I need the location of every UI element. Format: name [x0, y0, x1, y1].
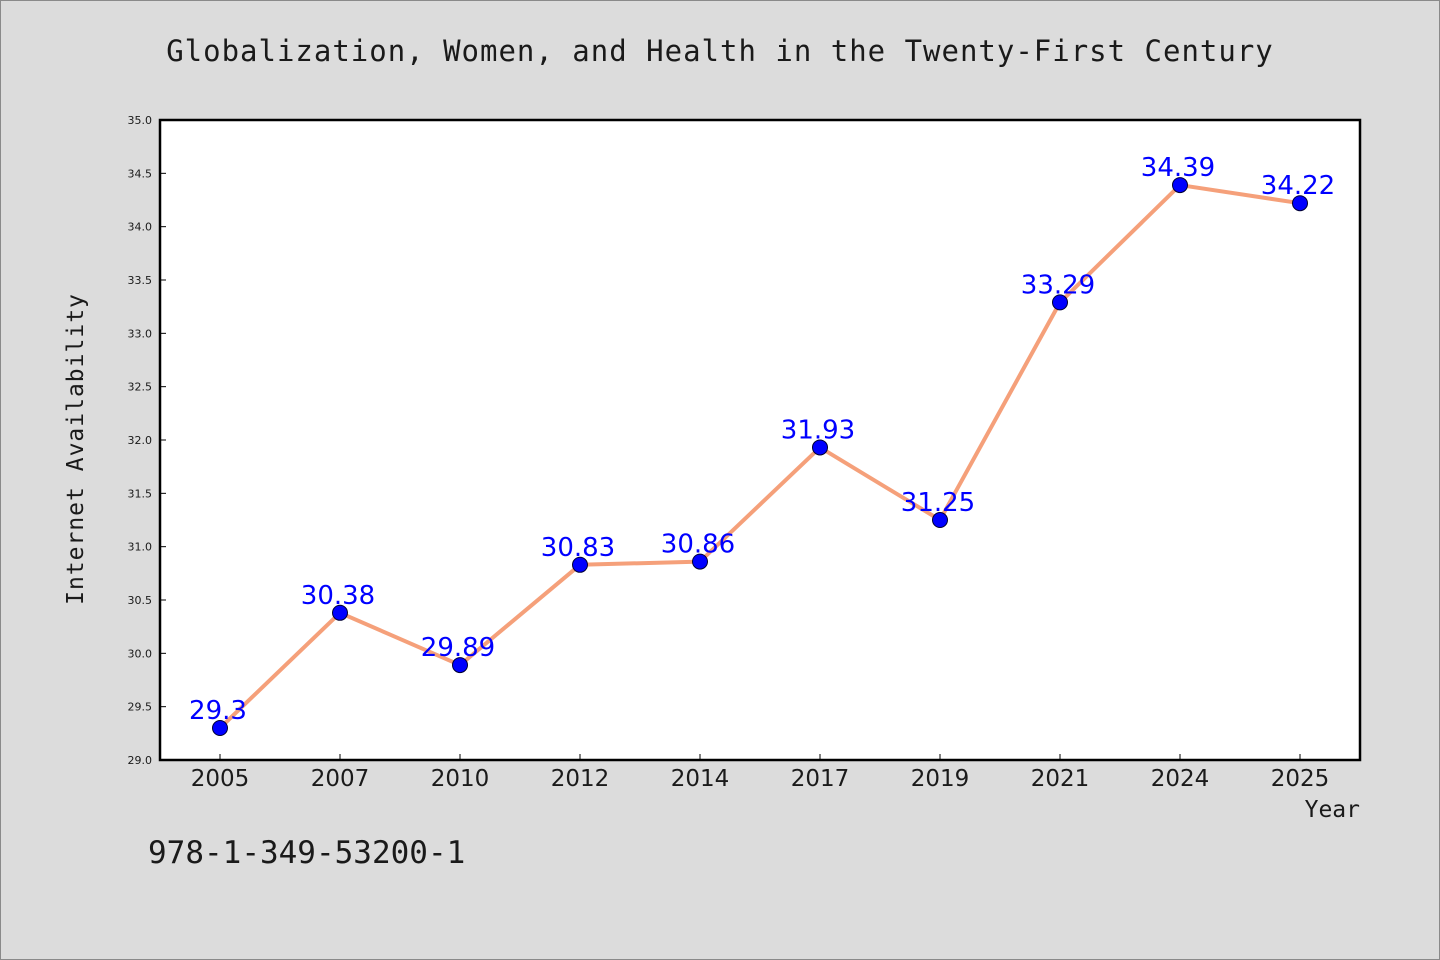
x-tick-label: 2012: [551, 766, 610, 792]
plot-area: [160, 120, 1360, 760]
y-tick-label: 30.5: [128, 594, 153, 607]
data-point: [452, 657, 468, 674]
y-tick-label: 32.5: [128, 381, 153, 394]
y-tick-label: 31.0: [128, 541, 153, 554]
chart-title: Globalization, Women, and Health in the …: [166, 34, 1274, 68]
series-line: [218, 183, 1302, 730]
x-axis-ticks: 2005 2007 2010 2012 2014 2017 2019 2021 2024 2025: [191, 754, 1330, 792]
data-point-label: 29.3: [189, 696, 247, 726]
data-point-label: 30.86: [661, 530, 735, 560]
plot-border: [158, 118, 1362, 762]
data-point-label: 33.29: [1021, 270, 1095, 300]
data-point: [332, 604, 348, 621]
data-point-label: 31.93: [781, 415, 855, 445]
data-labels: 29.3 30.38 29.89 30.83 30.86 31.93 31.25 33.29 3…: [189, 153, 1335, 726]
data-point-label: 31.25: [901, 488, 975, 518]
y-tick-label: 30.0: [128, 647, 153, 660]
y-tick-label: 34.5: [128, 167, 153, 180]
data-point-label: 34.39: [1141, 153, 1215, 183]
y-tick-label: 29.5: [128, 701, 153, 714]
data-point: [1172, 177, 1188, 194]
y-tick-label: 32.0: [128, 434, 153, 447]
data-point: [212, 720, 228, 736]
y-tick-label: 34.0: [128, 221, 153, 234]
data-point-label: 29.89: [421, 633, 495, 663]
x-tick-label: 2019: [911, 766, 970, 792]
x-tick-label: 2007: [311, 766, 370, 792]
data-point: [1292, 195, 1308, 212]
x-tick-label: 2021: [1031, 766, 1090, 792]
y-tick-label: 33.5: [128, 274, 153, 287]
data-point: [572, 556, 588, 573]
data-point-label: 30.83: [541, 533, 615, 563]
y-tick-label: 31.5: [128, 487, 153, 500]
x-tick-label: 2017: [791, 766, 850, 792]
data-point: [692, 553, 708, 570]
data-point-label: 34.22: [1261, 171, 1335, 201]
x-tick-label: 2005: [191, 766, 250, 792]
x-tick-label: 2010: [431, 766, 490, 792]
y-tick-label: 35.0: [128, 114, 153, 127]
y-axis-ticks: 29.0 29.5 30.0 30.5 31.0 31.5 32.0 32.5 33.0 33.5…: [128, 114, 166, 767]
isbn-text: 978-1-349-53200-1: [148, 835, 466, 871]
x-tick-label: 2024: [1151, 766, 1210, 792]
x-tick-label: 2025: [1271, 766, 1330, 792]
x-tick-label: 2014: [671, 766, 730, 792]
data-point: [812, 439, 828, 456]
y-tick-label: 29.0: [128, 754, 153, 767]
data-point: [1052, 294, 1068, 311]
x-axis-label: Year: [1304, 797, 1360, 823]
data-markers: [212, 177, 1308, 736]
data-point: [932, 512, 948, 528]
y-tick-label: 33.0: [128, 327, 153, 340]
data-point-label: 30.38: [301, 581, 375, 611]
